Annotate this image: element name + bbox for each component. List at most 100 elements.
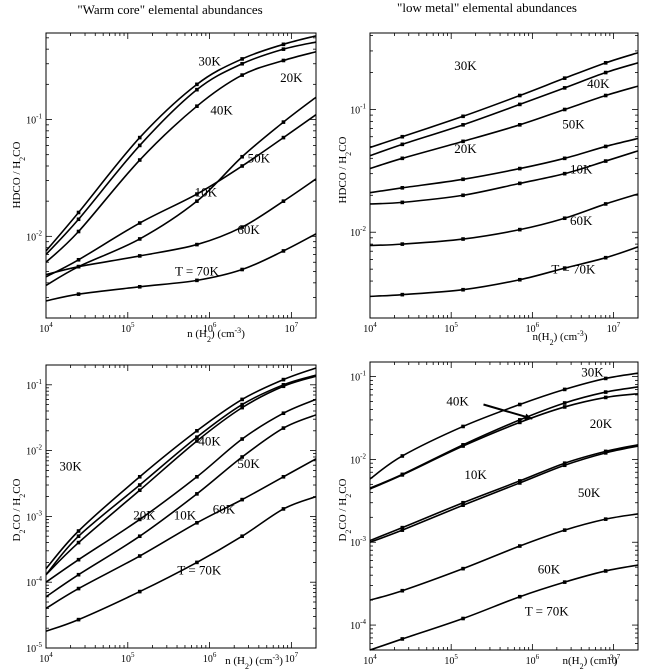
data-point	[517, 402, 522, 407]
data-point	[461, 503, 465, 508]
data-point	[281, 199, 286, 203]
series-line-30k	[45, 367, 317, 570]
annotation-arrowhead	[524, 413, 533, 420]
series-label: 50K	[237, 456, 260, 471]
data-point	[195, 82, 199, 87]
series-line-10k	[45, 398, 317, 583]
data-point	[240, 437, 244, 441]
data-point	[562, 171, 567, 176]
x-tick-label: 107	[285, 321, 299, 335]
data-point	[517, 166, 522, 171]
data-point	[137, 221, 142, 225]
data-point	[400, 242, 405, 246]
x-tick-label: 107	[607, 321, 621, 335]
data-point	[562, 405, 567, 409]
plot-frame	[45, 364, 317, 649]
data-point	[195, 492, 199, 496]
series-label: 30K	[454, 58, 477, 73]
data-point	[461, 193, 465, 198]
data-point	[76, 557, 81, 562]
data-point	[603, 61, 608, 65]
data-point	[400, 454, 405, 458]
data-point	[76, 586, 81, 591]
data-point	[461, 114, 465, 119]
series-label: 40K	[198, 433, 221, 448]
data-point	[195, 520, 199, 525]
y-tick-label: 10-4	[350, 618, 366, 632]
data-point	[195, 87, 199, 92]
data-point	[400, 142, 405, 147]
series-label: 60K	[213, 502, 236, 517]
data-point	[603, 569, 608, 573]
series-label: T = 70K	[525, 604, 570, 619]
data-point	[562, 156, 567, 161]
x-tick-label: 104	[39, 651, 53, 665]
y-tick-label: 10-5	[26, 641, 42, 655]
data-point	[137, 474, 142, 479]
data-point	[195, 435, 199, 439]
series-label: T = 70K	[551, 262, 596, 277]
data-point	[562, 580, 567, 584]
data-point	[76, 572, 81, 577]
data-point	[137, 135, 142, 140]
chart-panel-1: 104 105 106 107 10-2 10-1 "Warm core" elementa…	[11, 2, 317, 344]
series-label: 50K	[578, 485, 601, 500]
data-point	[76, 529, 81, 533]
data-point	[137, 554, 142, 558]
chart-panel-4: 104 105 106 107 10-4 10-3 10-2 10-1 n(H2) (cm-3)…	[337, 361, 639, 671]
series-label: 20K	[454, 141, 477, 156]
data-point	[562, 401, 567, 405]
data-point	[281, 507, 286, 511]
series-line-t70k	[369, 564, 639, 651]
data-point	[400, 473, 405, 477]
x-tick-label: 106	[203, 651, 217, 665]
data-point	[76, 292, 81, 296]
series-line-60k	[45, 178, 317, 276]
data-point	[240, 154, 244, 159]
x-tick-label: 104	[39, 321, 53, 335]
data-point	[240, 405, 244, 410]
data-point	[562, 266, 567, 270]
data-point	[76, 257, 81, 262]
series-label: 10K	[174, 507, 197, 522]
series-line-10k	[45, 114, 317, 278]
series-label: 40K	[446, 393, 469, 408]
series-label: 60K	[237, 222, 260, 237]
y-tick-label: 10-1	[350, 370, 366, 384]
y-tick-label: 10-3	[26, 509, 42, 523]
series-label: 20K	[280, 70, 303, 85]
data-point	[461, 566, 465, 571]
y-tick-label: 10-2	[26, 444, 42, 458]
data-point	[240, 225, 244, 229]
data-point	[562, 461, 567, 466]
data-point	[76, 534, 81, 539]
data-point	[562, 76, 567, 80]
plot-frame	[369, 361, 639, 651]
data-point	[603, 376, 608, 381]
data-point	[562, 86, 567, 90]
data-point	[137, 284, 142, 289]
data-point	[76, 540, 81, 545]
data-point	[195, 242, 199, 247]
data-point	[603, 93, 608, 98]
y-axis-label: D2CO / H2CO	[337, 478, 353, 541]
data-point	[461, 424, 465, 429]
data-point	[603, 159, 608, 163]
data-point	[461, 616, 465, 621]
data-point	[603, 202, 608, 206]
y-tick-label: 10-1	[26, 113, 42, 127]
series-label: 40K	[587, 76, 610, 91]
data-point	[562, 528, 567, 532]
x-tick-label: 105	[121, 651, 135, 665]
data-point	[281, 377, 286, 382]
series-label: 30K	[59, 458, 82, 473]
data-point	[137, 517, 142, 522]
data-point	[281, 426, 286, 430]
data-point	[76, 264, 81, 269]
data-point	[240, 397, 244, 402]
data-point	[76, 210, 81, 215]
plot-frame	[45, 32, 317, 319]
x-tick-label: 104	[363, 653, 377, 667]
series-label: 30K	[198, 53, 221, 68]
data-point	[400, 292, 405, 297]
